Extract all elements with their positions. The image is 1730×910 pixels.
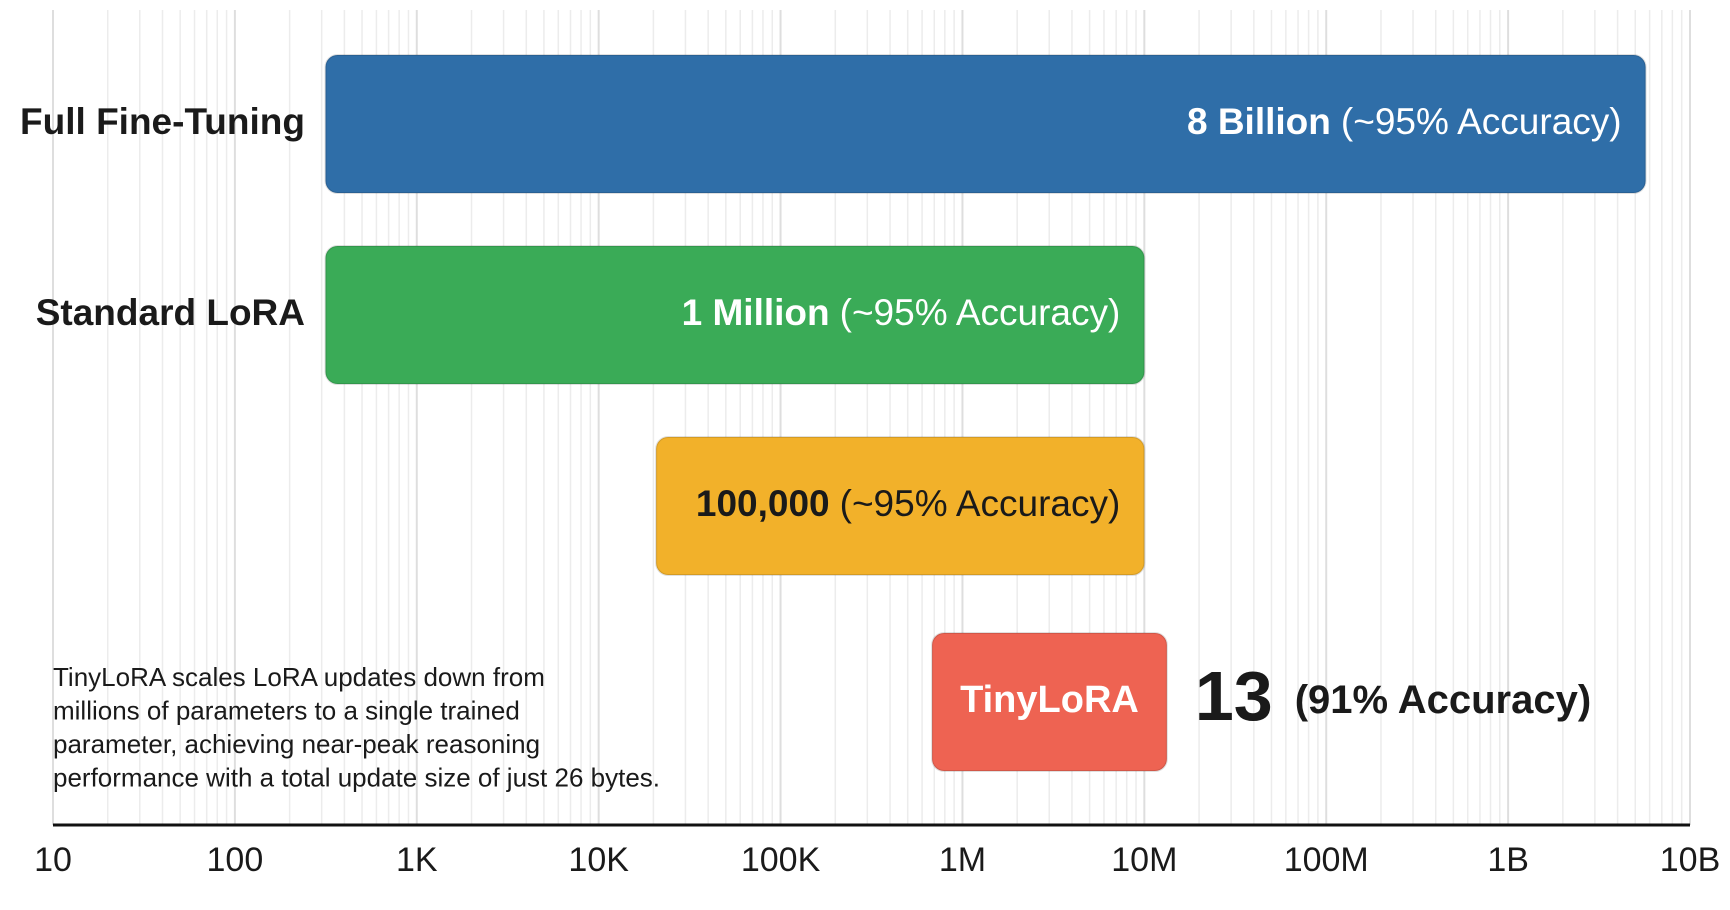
value-label: 100,000 (~95% Accuracy) — [696, 483, 1120, 524]
x-tick-label: 1K — [396, 841, 438, 879]
note-line: millions of parameters to a single train… — [53, 695, 520, 725]
value-number: 100,000 — [696, 483, 830, 524]
x-tick-label: 100K — [741, 841, 821, 879]
x-tick-label: 100 — [207, 841, 264, 879]
accuracy: (91% Accuracy) — [1295, 678, 1591, 722]
bar-text: TinyLoRA — [960, 679, 1139, 721]
bar — [324, 245, 1146, 385]
value-number: 1 Million — [682, 292, 830, 333]
x-tick-label: 1M — [939, 841, 986, 879]
note-line: TinyLoRA scales LoRA updates down from — [53, 662, 545, 692]
x-tick-label: 1B — [1487, 841, 1529, 879]
value-label: 13 (91% Accuracy) — [1195, 657, 1591, 735]
accuracy: (~95% Accuracy) — [840, 292, 1121, 333]
accuracy: (~95% Accuracy) — [1341, 101, 1622, 142]
bar — [931, 632, 1168, 772]
value-label: 8 Billion (~95% Accuracy) — [1187, 101, 1622, 142]
value-number: 13 — [1195, 657, 1273, 735]
x-tick-label: 10K — [568, 841, 629, 879]
note-line: parameter, achieving near-peak reasoning — [53, 729, 540, 759]
x-tick-label: 10B — [1660, 841, 1721, 879]
x-tick-label: 10 — [34, 841, 72, 879]
x-tick-label: 10M — [1111, 841, 1177, 879]
note-line: performance with a total update size of … — [53, 762, 660, 792]
bar — [324, 54, 1647, 194]
value-number: 8 Billion — [1187, 101, 1331, 142]
value-label: 1 Million (~95% Accuracy) — [682, 292, 1121, 333]
category-label: Full Fine-Tuning — [20, 101, 305, 142]
bar — [655, 436, 1146, 576]
category-label: Standard LoRA — [36, 292, 305, 333]
x-tick-label: 100M — [1284, 841, 1369, 879]
accuracy: (~95% Accuracy) — [840, 483, 1121, 524]
